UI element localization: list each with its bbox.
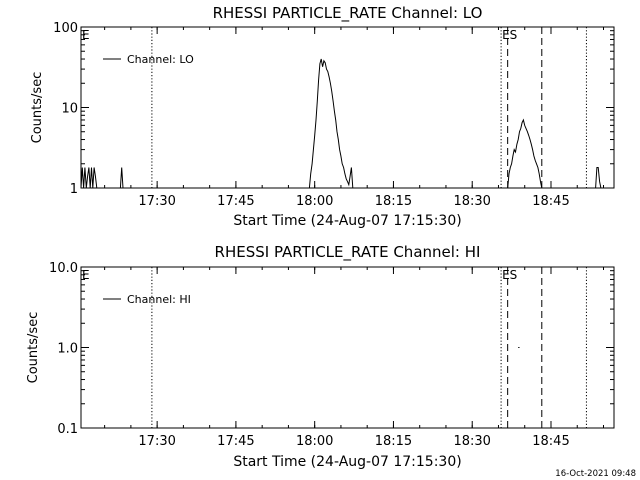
- x-tick-label: 18:30: [453, 194, 490, 209]
- x-tick-label: 18:00: [296, 434, 333, 449]
- x-tick-label: 17:45: [217, 434, 254, 449]
- x-tick-label: 18:45: [532, 434, 569, 449]
- x-tick-label: 18:15: [375, 434, 412, 449]
- x-axis-label: Start Time (24-Aug-07 17:15:30): [233, 213, 461, 229]
- x-tick-label: 17:30: [138, 194, 175, 209]
- y-tick-label: 1.0: [57, 342, 78, 357]
- x-tick-label: 18:30: [453, 434, 490, 449]
- event-marker: ES: [502, 28, 517, 42]
- x-tick-label: 18:45: [532, 194, 569, 209]
- event-marker: E: [82, 28, 90, 42]
- x-tick-label: 18:15: [375, 194, 412, 209]
- y-tick-label: 10: [61, 102, 78, 117]
- x-tick-label: 17:45: [217, 194, 254, 209]
- y-tick-label: 1: [70, 182, 78, 197]
- y-tick-label: 100: [53, 21, 78, 36]
- series-line: [80, 58, 602, 189]
- y-axis-label: Counts/sec: [30, 72, 45, 144]
- plot-frame: [80, 266, 615, 429]
- x-tick-label: 18:00: [296, 194, 333, 209]
- chart-title: RHESSI PARTICLE_RATE Channel: LO: [213, 4, 483, 23]
- legend-label: Channel: LO: [127, 53, 194, 66]
- plot-frame: [80, 26, 615, 189]
- y-tick-label: 0.1: [57, 422, 78, 437]
- x-tick-label: 17:30: [138, 434, 175, 449]
- event-marker: ES: [502, 268, 517, 282]
- y-axis-label: Counts/sec: [26, 312, 41, 384]
- footer-timestamp: 16-Oct-2021 09:48: [555, 469, 636, 479]
- event-marker: E: [82, 268, 90, 282]
- legend-label: Channel: HI: [127, 293, 191, 306]
- chart-title: RHESSI PARTICLE_RATE Channel: HI: [215, 243, 481, 262]
- x-axis-label: Start Time (24-Aug-07 17:15:30): [233, 454, 461, 470]
- y-tick-label: 10.0: [49, 261, 78, 276]
